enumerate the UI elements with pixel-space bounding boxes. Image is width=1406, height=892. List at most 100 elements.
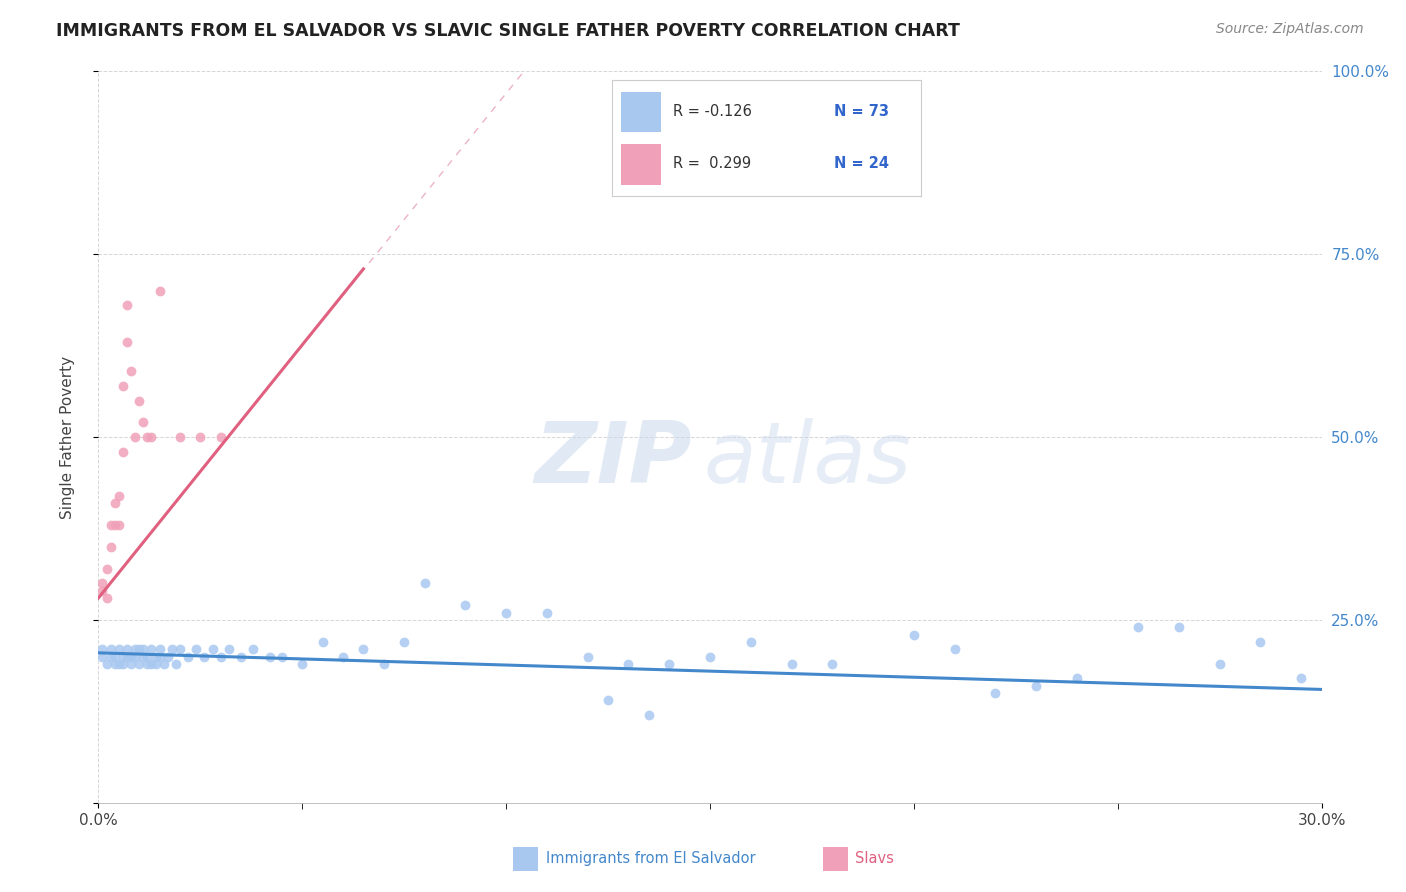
Point [186,642,208,657]
Point [141,642,163,657]
Point [1209,657,1232,671]
Point [124,430,146,444]
Point [188,430,212,444]
Point [1025,679,1047,693]
Point [100,649,122,664]
Point [111,649,134,664]
Point [149,284,172,298]
Point [128,393,150,408]
Text: Source: ZipAtlas.com: Source: ZipAtlas.com [1216,22,1364,37]
Text: IMMIGRANTS FROM EL SALVADOR VS SLAVIC SINGLE FATHER POVERTY CORRELATION CHART: IMMIGRANTS FROM EL SALVADOR VS SLAVIC SI… [56,22,960,40]
Point [454,599,477,613]
Bar [621,144,661,185]
Point [91,576,114,591]
Point [91,583,114,598]
Point [156,649,179,664]
Text: R =  0.299: R = 0.299 [673,156,752,171]
Point [231,649,253,664]
Bar [621,92,661,132]
Point [536,606,558,620]
Point [209,430,232,444]
Point [132,649,155,664]
Point [115,649,138,664]
Point [136,430,159,444]
Point [104,496,127,510]
Point [100,540,122,554]
Point [108,517,131,532]
Point [193,649,215,664]
Point [658,657,681,671]
Point [218,642,240,657]
Point [699,649,721,664]
Point [352,642,374,657]
Point [201,642,224,657]
Point [104,517,127,532]
Point [104,657,127,671]
Point [903,627,925,641]
Point [312,635,335,649]
Point [495,606,517,620]
Point [145,657,167,671]
Point [821,657,844,671]
Point [637,708,661,723]
Point [132,642,155,657]
Point [108,489,131,503]
Point [115,642,138,657]
Point [96,657,118,671]
Point [149,649,172,664]
Point [598,693,620,707]
Point [413,576,436,591]
Point [242,642,264,657]
Point [136,649,159,664]
Point [1167,620,1189,634]
Point [145,649,167,664]
Point [165,657,187,671]
Text: Immigrants from El Salvador: Immigrants from El Salvador [546,851,755,865]
Point [120,364,142,378]
Point [780,657,803,671]
Point [1249,635,1271,649]
Text: N = 73: N = 73 [834,104,890,120]
Point [169,430,191,444]
Point [108,642,131,657]
Point [141,657,163,671]
Point [96,562,118,576]
Point [1066,672,1088,686]
Point [984,686,1007,700]
Point [100,517,122,532]
Point [169,642,191,657]
Point [1291,672,1313,686]
Point [124,642,146,657]
Point [132,416,155,430]
Point [120,649,142,664]
Point [332,649,354,664]
Point [136,657,159,671]
Point [108,657,131,671]
Point [128,657,150,671]
Point [91,642,114,657]
Text: R = -0.126: R = -0.126 [673,104,752,120]
Point [209,649,232,664]
Point [111,379,134,393]
Point [115,334,138,349]
Point [617,657,640,671]
Point [149,642,172,657]
Y-axis label: Single Father Poverty: Single Father Poverty [60,356,75,518]
Point [291,657,314,671]
Text: ZIP: ZIP [534,417,692,500]
Point [96,591,118,605]
Point [576,649,599,664]
Point [740,635,762,649]
Point [373,657,395,671]
Point [943,642,966,657]
Text: atlas: atlas [704,417,912,500]
Point [270,649,294,664]
Point [177,649,200,664]
Point [124,649,146,664]
Point [259,649,281,664]
Point [392,635,416,649]
Point [104,649,127,664]
Point [115,298,138,312]
Point [120,657,142,671]
Point [91,649,114,664]
